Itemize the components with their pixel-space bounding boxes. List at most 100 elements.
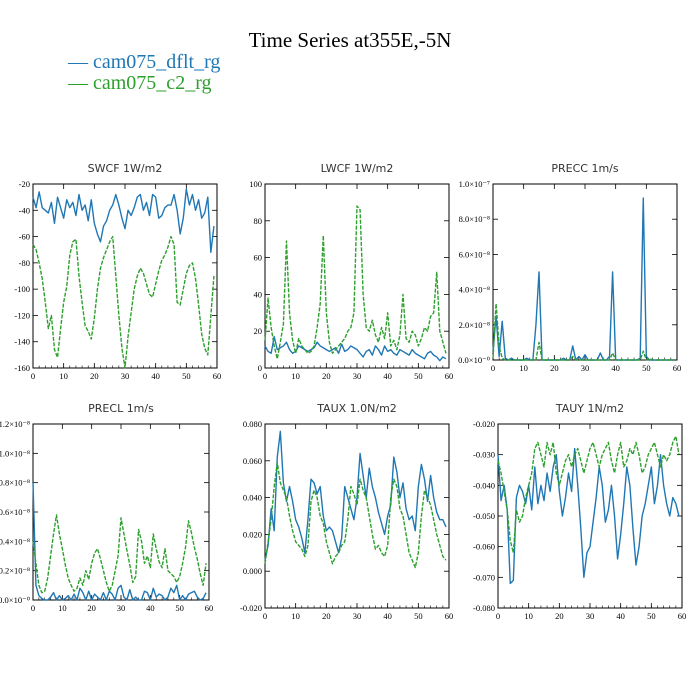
y-tick-label: 20 <box>254 326 263 336</box>
y-tick-label: -160 <box>14 363 30 373</box>
series-line-c2 <box>264 205 447 360</box>
y-tick-label: 0.4×10⁻⁸ <box>0 536 30 546</box>
y-tick-label: -0.050 <box>473 511 495 521</box>
y-tick-label: 0.020 <box>243 529 262 539</box>
x-tick-label: 40 <box>383 611 392 621</box>
x-tick-label: 10 <box>291 611 300 621</box>
x-tick-label: 20 <box>90 371 99 381</box>
x-tick-label: 30 <box>121 371 130 381</box>
panel-title: LWCF 1W/m2 <box>321 162 394 175</box>
x-tick-label: 50 <box>647 611 656 621</box>
y-tick-label: 40 <box>254 289 263 299</box>
x-tick-label: 30 <box>581 363 590 373</box>
x-tick-label: 40 <box>383 371 392 381</box>
y-tick-label: 0.0×10⁻⁰ <box>458 355 490 365</box>
y-tick-label: 8.0×10⁻⁸ <box>459 214 490 224</box>
y-tick-label: -0.080 <box>473 603 495 613</box>
y-tick-label: -40 <box>19 205 30 215</box>
y-tick-label: -60 <box>19 232 30 242</box>
y-tick-label: 0.060 <box>243 456 262 466</box>
y-tick-label: -100 <box>14 284 30 294</box>
y-tick-label: -0.030 <box>473 450 495 460</box>
series-line-c2 <box>32 235 215 369</box>
x-tick-label: 30 <box>353 371 362 381</box>
y-tick-label: -0.060 <box>473 542 495 552</box>
series-line-dflt <box>32 482 207 601</box>
y-tick-label: 0.080 <box>243 419 262 429</box>
plot-frame <box>32 183 218 369</box>
y-tick-label: 0 <box>258 363 262 373</box>
series-line-dflt <box>492 197 674 361</box>
y-tick-label: 80 <box>254 216 263 226</box>
x-tick-label: 60 <box>213 371 222 381</box>
x-tick-label: 50 <box>414 611 423 621</box>
y-tick-label: 0.6×10⁻⁸ <box>0 507 30 517</box>
x-tick-label: 60 <box>445 611 454 621</box>
x-tick-label: 40 <box>146 603 155 613</box>
x-tick-label: 50 <box>642 363 651 373</box>
x-tick-label: 40 <box>616 611 625 621</box>
x-tick-label: 10 <box>519 363 528 373</box>
plot-frame <box>497 423 683 609</box>
x-tick-label: 50 <box>175 603 184 613</box>
y-tick-label: 0.2×10⁻⁸ <box>0 566 30 576</box>
y-tick-label: 4.0×10⁻⁸ <box>459 285 490 295</box>
x-tick-label: 0 <box>491 363 495 373</box>
x-tick-label: 10 <box>59 371 68 381</box>
x-tick-label: 10 <box>524 611 533 621</box>
y-tick-label: 1.2×10⁻⁸ <box>0 419 30 429</box>
x-tick-label: 60 <box>205 603 214 613</box>
panel-title: TAUY 1N/m2 <box>555 402 624 415</box>
x-tick-label: 50 <box>414 371 423 381</box>
x-tick-label: 20 <box>550 363 559 373</box>
plot-frame <box>32 423 210 601</box>
y-tick-label: -0.040 <box>473 480 495 490</box>
panel-title: PRECC 1m/s <box>551 162 619 175</box>
x-tick-label: 0 <box>496 611 500 621</box>
panel-title: TAUX 1.0N/m2 <box>316 402 397 415</box>
x-tick-label: 20 <box>322 611 331 621</box>
y-tick-label: 0.8×10⁻⁸ <box>0 478 30 488</box>
y-tick-label: -80 <box>19 258 30 268</box>
y-tick-label: 6.0×10⁻⁸ <box>459 249 490 259</box>
series-line-c2 <box>264 461 447 569</box>
figure-title: Time Series at355E,-5N <box>248 28 452 52</box>
legend-entry-c2: — cam075_c2_rg <box>68 72 212 94</box>
x-tick-label: 0 <box>31 371 35 381</box>
x-tick-label: 40 <box>151 371 160 381</box>
series-line-dflt <box>497 447 680 585</box>
series-line-dflt <box>32 188 215 254</box>
x-tick-label: 20 <box>555 611 564 621</box>
series-line-c2 <box>497 435 680 554</box>
x-tick-label: 10 <box>291 371 300 381</box>
y-tick-label: -20 <box>19 179 30 189</box>
series-line-c2 <box>32 514 207 594</box>
y-tick-label: -0.020 <box>240 603 262 613</box>
x-tick-label: 60 <box>673 363 682 373</box>
y-tick-label: 1.0×10⁻⁸ <box>0 448 30 458</box>
y-tick-label: 0.040 <box>243 493 262 503</box>
y-tick-label: 0.0×10⁻⁰ <box>0 595 31 605</box>
x-tick-label: 0 <box>31 603 35 613</box>
panel-title: PRECL 1m/s <box>88 402 154 415</box>
y-tick-label: 100 <box>249 179 262 189</box>
y-tick-label: 60 <box>254 253 263 263</box>
x-tick-label: 20 <box>87 603 96 613</box>
x-tick-label: 30 <box>117 603 126 613</box>
y-tick-label: -120 <box>14 310 30 320</box>
legend-entry-dflt: — cam075_dflt_rg <box>68 51 221 73</box>
y-tick-label: 1.0×10⁻⁷ <box>459 179 490 189</box>
x-tick-label: 60 <box>445 371 454 381</box>
y-tick-label: -0.070 <box>473 572 495 582</box>
y-tick-label: 0.000 <box>243 566 262 576</box>
x-tick-label: 0 <box>263 371 267 381</box>
x-tick-label: 60 <box>678 611 687 621</box>
x-tick-label: 0 <box>263 611 267 621</box>
x-tick-label: 50 <box>182 371 191 381</box>
panel-title: SWCF 1W/m2 <box>88 162 163 175</box>
x-tick-label: 30 <box>353 611 362 621</box>
x-tick-label: 30 <box>586 611 595 621</box>
y-tick-label: -0.020 <box>473 419 495 429</box>
x-tick-label: 20 <box>322 371 331 381</box>
